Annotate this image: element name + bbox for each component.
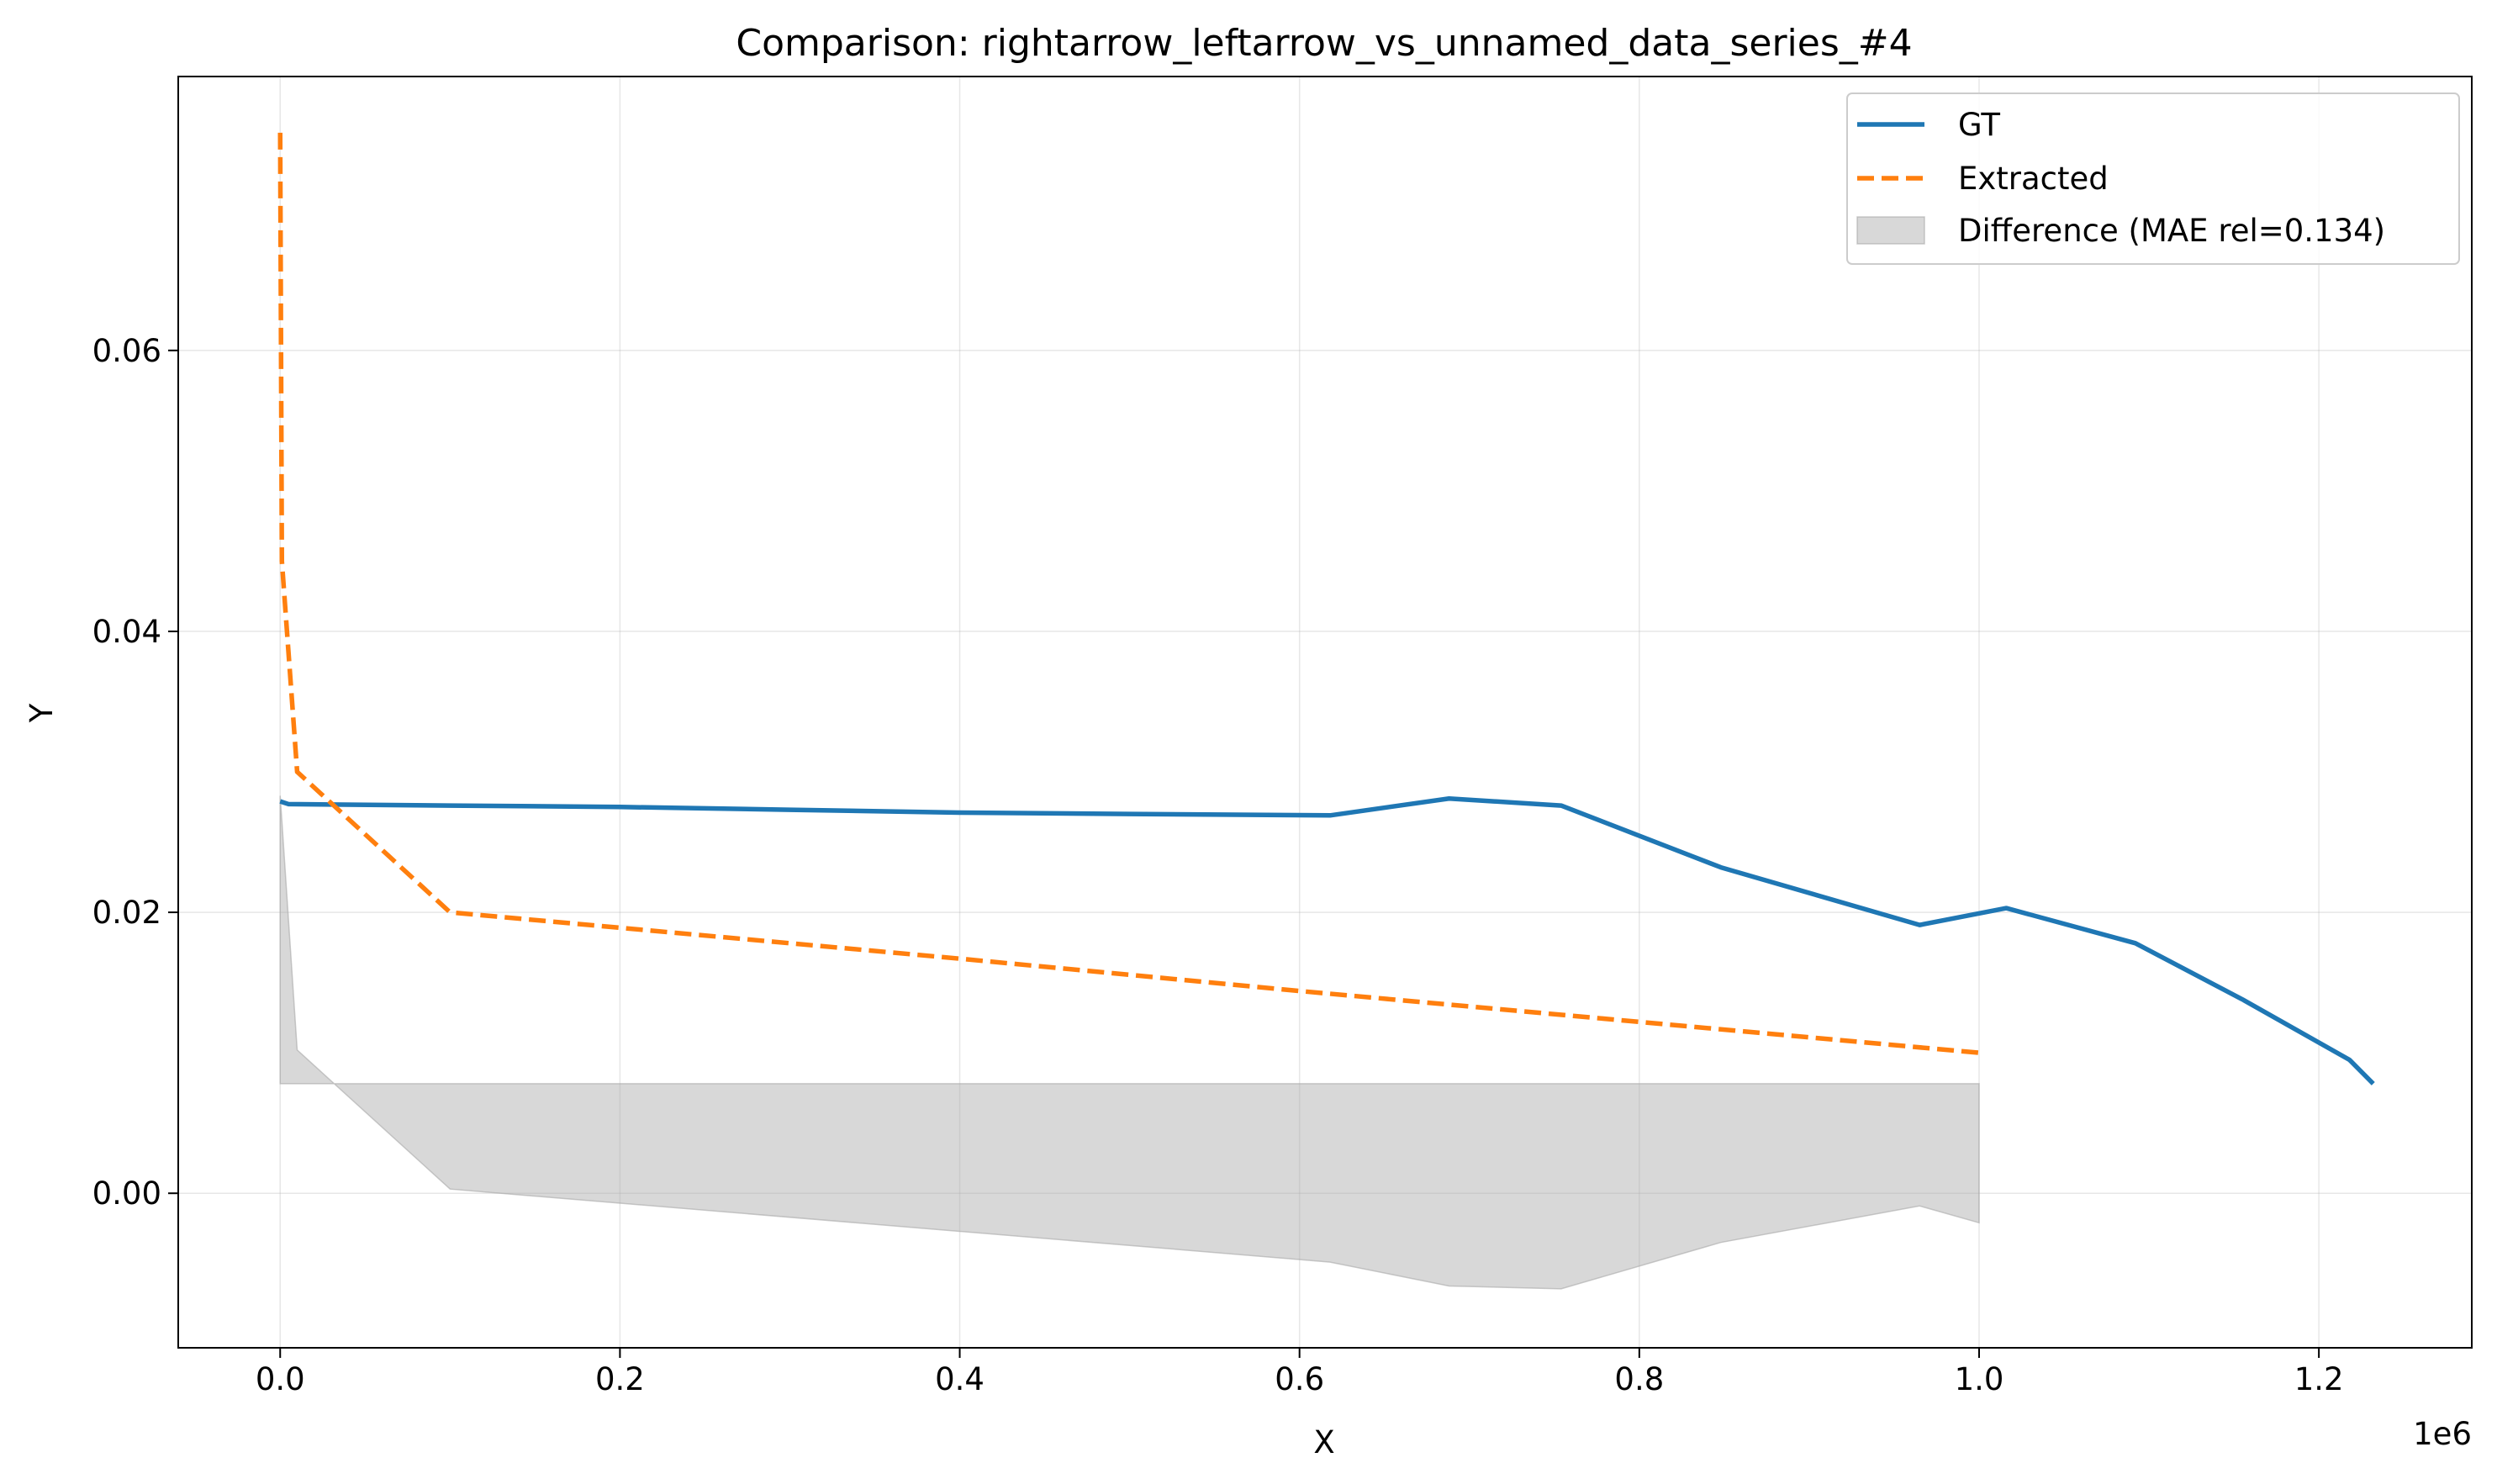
y-tick-label: 0.02: [92, 895, 161, 931]
area-layer: [279, 795, 1980, 1290]
legend-label: Difference (MAE rel=0.134): [1958, 213, 2385, 249]
legend-label: GT: [1958, 107, 2000, 143]
tick-layer: 0.0 0.2 0.4 0.6 0.8 1.0 1.2 0.00 0.02 0.04 0.06: [92, 333, 2344, 1397]
plot-frame: [177, 76, 2473, 1349]
legend-label: Extracted: [1958, 161, 2109, 197]
y-tick-label: 0.04: [92, 614, 161, 650]
chart-title: Comparison: rightarrow_leftarrow_vs_unna…: [736, 22, 1912, 65]
x-tick-label: 1.2: [2294, 1361, 2344, 1397]
x-tick-label: 0.6: [1275, 1361, 1324, 1397]
legend: GT Extracted Difference (MAE rel=0.134): [1846, 92, 2460, 265]
difference-area: [279, 795, 1980, 1290]
series-layer: [277, 132, 2375, 1085]
series-line-gt: [279, 795, 2375, 1085]
y-axis-label: Y: [24, 703, 60, 723]
series-line-extracted: [277, 132, 1980, 1055]
legend-swatch-difference: [1856, 216, 1925, 245]
x-axis-label: X: [1313, 1424, 1334, 1460]
x-tick-label: 0.8: [1614, 1361, 1664, 1397]
legend-box: [1846, 92, 2460, 265]
x-offset-label: 1e6: [2413, 1416, 2472, 1452]
x-tick-label: 0.2: [595, 1361, 645, 1397]
x-tick-label: 0.4: [935, 1361, 985, 1397]
grid-layer: [178, 77, 2472, 1348]
y-tick-label: 0.06: [92, 333, 161, 369]
x-tick-label: 0.0: [256, 1361, 305, 1397]
y-tick-label: 0.00: [92, 1175, 161, 1212]
x-tick-label: 1.0: [1955, 1361, 2004, 1397]
